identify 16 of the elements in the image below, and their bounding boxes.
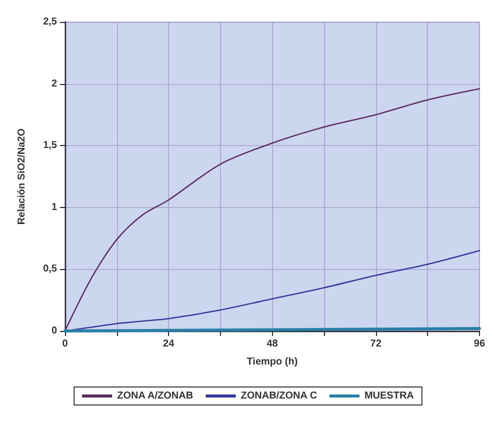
legend-label: ZONAB/ZONA C (240, 390, 318, 402)
y-tick-label: 0,5 (43, 264, 58, 275)
x-tick-label: 96 (474, 338, 486, 350)
y-tick-label: 2 (51, 78, 58, 90)
x-tick-label: 0 (62, 338, 68, 350)
y-tick-label: 2,5 (43, 16, 58, 28)
x-tick-label: 48 (266, 338, 278, 350)
y-tick-label: 1 (51, 202, 58, 213)
x-tick-label: 72 (370, 338, 382, 350)
y-axis-title: Relación SiO2/Na2O (16, 128, 28, 225)
x-axis-title: Tiempo (h) (246, 356, 298, 368)
x-tick-label: 24 (163, 338, 175, 350)
y-tick-label: 0 (51, 326, 58, 336)
legend-label: MUESTRA (364, 390, 414, 402)
y-tick-label: 1,5 (43, 140, 58, 152)
legend-label: ZONA A/ZONAB (117, 390, 194, 402)
